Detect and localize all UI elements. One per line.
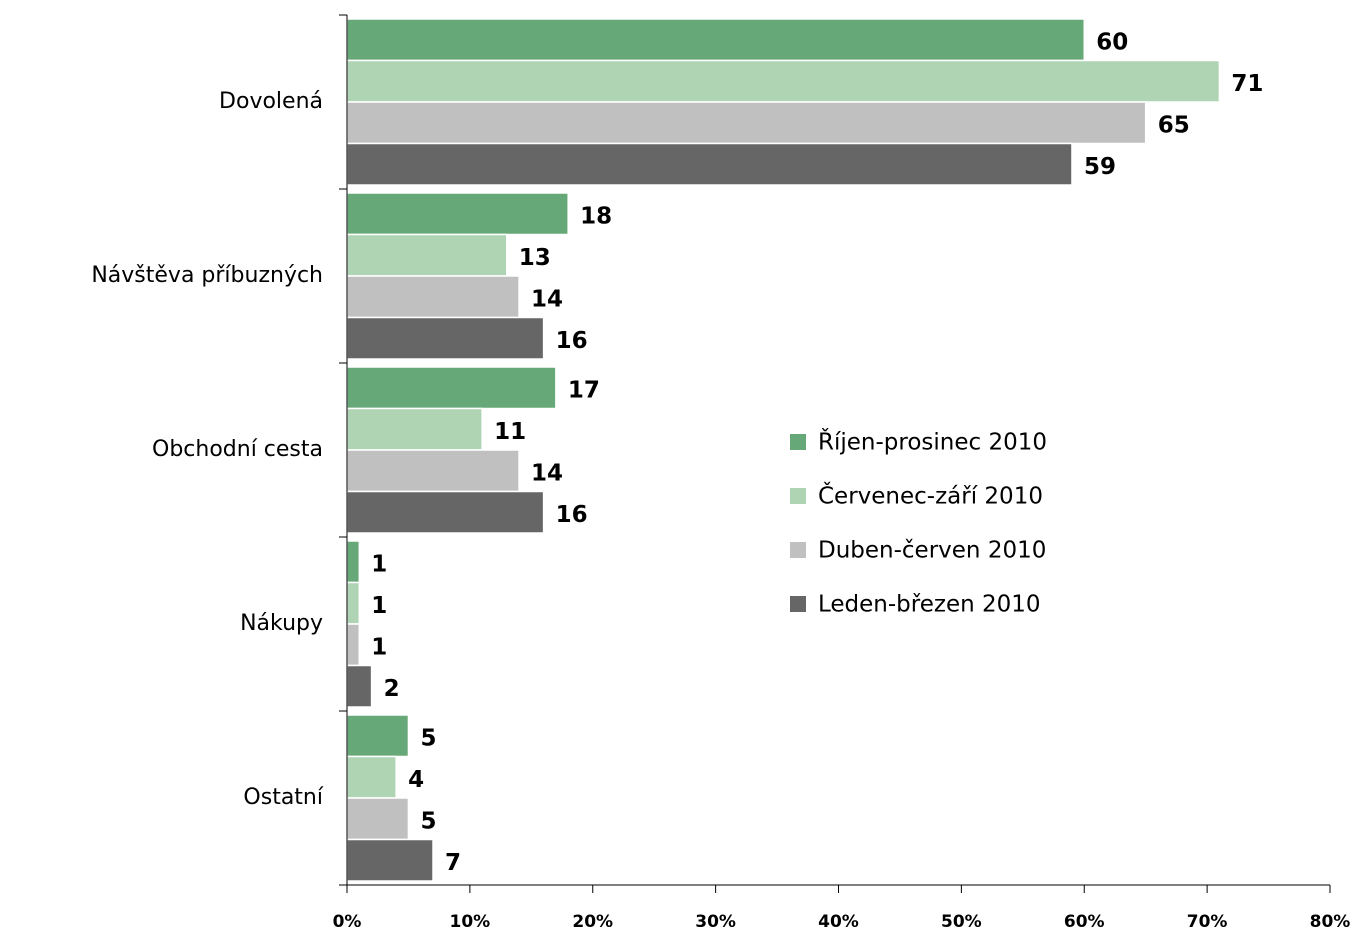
bar <box>346 275 520 319</box>
x-tick-label: 60% <box>1064 912 1105 932</box>
value-label: 60 <box>1096 29 1128 55</box>
bar <box>346 838 434 882</box>
bar <box>346 714 410 758</box>
value-label: 5 <box>420 808 436 834</box>
bar <box>346 142 1073 186</box>
category-label: Návštěva příbuzných <box>91 263 323 288</box>
value-label: 13 <box>519 245 551 271</box>
bar <box>346 366 557 410</box>
bar <box>346 449 520 493</box>
bar <box>346 192 569 236</box>
bar <box>346 755 397 799</box>
x-tick-label: 70% <box>1187 912 1228 932</box>
value-label: 2 <box>384 676 400 702</box>
category-label: Ostatní <box>243 785 323 810</box>
value-label: 71 <box>1231 71 1263 97</box>
bar <box>346 233 508 277</box>
value-label: 65 <box>1158 112 1190 138</box>
bar <box>346 59 1221 103</box>
value-label: 59 <box>1084 154 1116 180</box>
bar <box>346 623 361 667</box>
bar <box>346 407 483 451</box>
value-label: 17 <box>568 377 600 403</box>
legend-swatch <box>790 596 806 612</box>
legend-swatch <box>790 434 806 450</box>
value-label: 4 <box>408 767 424 793</box>
value-label: 18 <box>580 203 612 229</box>
value-label: 16 <box>556 502 588 528</box>
bar <box>346 18 1085 62</box>
value-label: 11 <box>494 419 526 445</box>
bar <box>346 490 545 534</box>
x-tick-label: 0% <box>333 912 362 932</box>
category-label: Dovolená <box>219 89 323 114</box>
category-label: Nákupy <box>240 611 323 636</box>
bar <box>346 664 373 708</box>
value-label: 1 <box>371 551 387 577</box>
value-label: 1 <box>371 593 387 619</box>
value-label: 14 <box>531 460 563 486</box>
value-label: 5 <box>420 725 436 751</box>
x-tick-label: 40% <box>818 912 859 932</box>
category-label: Obchodní cesta <box>152 437 323 462</box>
legend-label: Duben-červen 2010 <box>818 538 1046 564</box>
value-label: 14 <box>531 286 563 312</box>
x-tick-label: 80% <box>1310 912 1351 932</box>
legend-swatch <box>790 542 806 558</box>
x-tick-label: 50% <box>941 912 982 932</box>
x-tick-label: 20% <box>572 912 613 932</box>
bar <box>346 316 545 360</box>
legend-label: Leden-březen 2010 <box>818 592 1041 618</box>
bar <box>346 797 410 841</box>
legend-swatch <box>790 488 806 504</box>
value-label: 1 <box>371 634 387 660</box>
bar <box>346 101 1147 145</box>
bar <box>346 581 361 625</box>
x-tick-label: 30% <box>695 912 736 932</box>
bar <box>346 540 361 584</box>
value-label: 7 <box>445 850 461 876</box>
value-label: 16 <box>556 328 588 354</box>
legend-label: Červenec-září 2010 <box>818 482 1043 510</box>
x-tick-label: 10% <box>450 912 491 932</box>
legend-label: Říjen-prosinec 2010 <box>818 428 1047 456</box>
